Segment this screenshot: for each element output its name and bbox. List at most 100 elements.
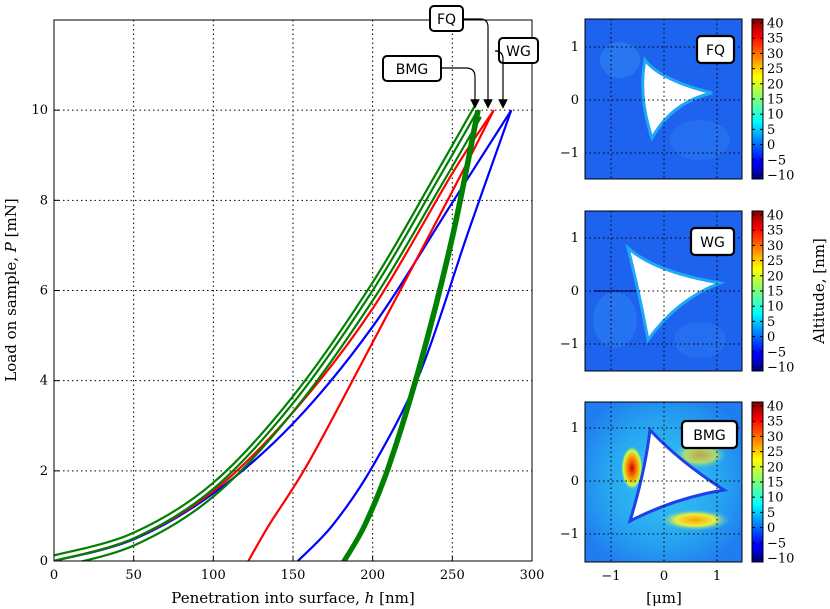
heatmap-title: BMG bbox=[693, 428, 726, 444]
colorbar-tick-label: 15 bbox=[767, 476, 784, 491]
main-ticks: 0 50 100 150 200 250 300 0 2 4 6 8 10 bbox=[31, 103, 544, 583]
heatmap-title-box bbox=[695, 34, 736, 65]
heatmap-texture bbox=[593, 292, 637, 348]
colorbar-tick-label: −10 bbox=[767, 169, 794, 184]
x-tick-label: 0 bbox=[660, 569, 668, 584]
colorbar-tick-label: 30 bbox=[767, 47, 784, 62]
series-wg-loading bbox=[54, 109, 513, 561]
colorbar-tick-label: 10 bbox=[767, 108, 784, 123]
colorbar-tick-label: −5 bbox=[767, 153, 786, 168]
heatmap-hotspot bbox=[659, 509, 731, 531]
y-tick-label: 0 bbox=[40, 554, 48, 569]
main-grid bbox=[54, 20, 532, 561]
series-bmg-unloading bbox=[341, 109, 478, 561]
annotation-arrow bbox=[494, 50, 508, 109]
x-axis-label: [μm] bbox=[646, 589, 682, 607]
colorbar-tick-label: 25 bbox=[767, 62, 784, 77]
annotation-label: BMG bbox=[396, 62, 429, 78]
y-tick-label: 0 bbox=[571, 93, 579, 108]
colorbar-tick-label: 25 bbox=[767, 254, 784, 269]
annotation-fq: FQ bbox=[429, 5, 493, 109]
x-tick-label: 50 bbox=[125, 568, 142, 583]
heatmap-texture bbox=[670, 120, 730, 160]
heatmap-frame bbox=[584, 401, 743, 563]
colorbar-tick-label: 5 bbox=[767, 315, 775, 330]
colorbar-tick-label: 20 bbox=[767, 77, 784, 92]
series-bmg-unloading bbox=[343, 109, 479, 561]
colorbar-tick-label: 30 bbox=[767, 430, 784, 445]
colorbar-tick-label: 35 bbox=[767, 32, 784, 47]
x-tick-label: −1 bbox=[601, 569, 620, 584]
x-tick-label: 300 bbox=[520, 568, 545, 583]
heatmap-hotspot bbox=[621, 446, 643, 490]
colorbar-tick-label: 35 bbox=[767, 415, 784, 430]
y-tick-label: 8 bbox=[40, 193, 48, 208]
series-bmg-loading bbox=[54, 109, 479, 561]
main-plot: 0 50 100 150 200 250 300 0 2 4 6 8 10 Penetration in… bbox=[2, 5, 544, 607]
x-axis-label: Penetration into surface, h [nm] bbox=[171, 589, 414, 607]
x-tick-label: 150 bbox=[281, 568, 306, 583]
colorbar-tick-label: 10 bbox=[767, 300, 784, 315]
heatmap-title: WG bbox=[700, 235, 725, 251]
indent-impression bbox=[641, 56, 713, 142]
y-tick-label: −1 bbox=[560, 527, 579, 542]
y-tick-label: 2 bbox=[40, 464, 48, 479]
colorbar-tick-label: 40 bbox=[767, 400, 784, 415]
y-tick-label: 10 bbox=[31, 103, 48, 118]
colorbar-tick-label: 25 bbox=[767, 445, 784, 460]
x-tick-label: 1 bbox=[713, 569, 721, 584]
y-tick-label: −1 bbox=[560, 146, 579, 161]
annotation-label: WG bbox=[506, 44, 531, 60]
series-wg-unloading bbox=[296, 109, 513, 561]
y-tick-label: 0 bbox=[571, 284, 579, 299]
heatmap-frame bbox=[584, 18, 743, 180]
colorbar-tick-label: −10 bbox=[767, 552, 794, 567]
annotation-arrow bbox=[463, 18, 493, 109]
y-tick-label: 1 bbox=[571, 231, 579, 246]
colorbar-tick-label: 5 bbox=[767, 123, 775, 138]
colorbar-tick-label: 20 bbox=[767, 460, 784, 475]
heatmap-texture bbox=[600, 42, 640, 78]
colorbar-tick-label: 0 bbox=[767, 138, 775, 153]
main-curves bbox=[54, 104, 513, 561]
colorbar-tick-label: 20 bbox=[767, 269, 784, 284]
y-tick-label: 4 bbox=[40, 374, 48, 389]
x-tick-label: 200 bbox=[360, 568, 385, 583]
indent-impression bbox=[627, 426, 729, 524]
y-tick-label: 1 bbox=[571, 40, 579, 55]
series-bmg-unloading bbox=[344, 109, 481, 561]
heatmap-title: FQ bbox=[706, 43, 725, 59]
colorbar-label: Altitude, [nm] bbox=[810, 238, 828, 345]
colorbar-tick-label: 40 bbox=[767, 209, 784, 224]
series-bmg-loading bbox=[78, 116, 482, 561]
colorbar-tick-label: 10 bbox=[767, 491, 784, 506]
y-tick-label: −1 bbox=[560, 337, 579, 352]
colorbar-tick-label: 15 bbox=[767, 93, 784, 108]
annotation-arrow bbox=[441, 67, 480, 109]
colorbar-tick-label: −5 bbox=[767, 345, 786, 360]
colorbar-tick-label: 0 bbox=[767, 521, 775, 536]
indent-impression bbox=[625, 243, 726, 344]
colorbar-tick-label: −10 bbox=[767, 361, 794, 376]
y-tick-label: 6 bbox=[40, 284, 48, 299]
heatmap-title-box bbox=[689, 226, 736, 257]
y-tick-label: 0 bbox=[571, 474, 579, 489]
annotation-label: FQ bbox=[437, 12, 456, 28]
annotation-bmg: BMG bbox=[382, 55, 480, 109]
colorbar-tick-label: −5 bbox=[767, 536, 786, 551]
x-tick-label: 0 bbox=[50, 568, 58, 583]
colorbar-tick-label: 0 bbox=[767, 330, 775, 345]
y-tick-label: 1 bbox=[571, 421, 579, 436]
heatmap-frame bbox=[584, 210, 743, 372]
colorbar-tick-label: 40 bbox=[767, 17, 784, 32]
heatmap-texture bbox=[674, 322, 726, 358]
x-tick-label: 100 bbox=[201, 568, 226, 583]
colorbar-tick-label: 15 bbox=[767, 285, 784, 300]
colorbar-tick-label: 35 bbox=[767, 224, 784, 239]
